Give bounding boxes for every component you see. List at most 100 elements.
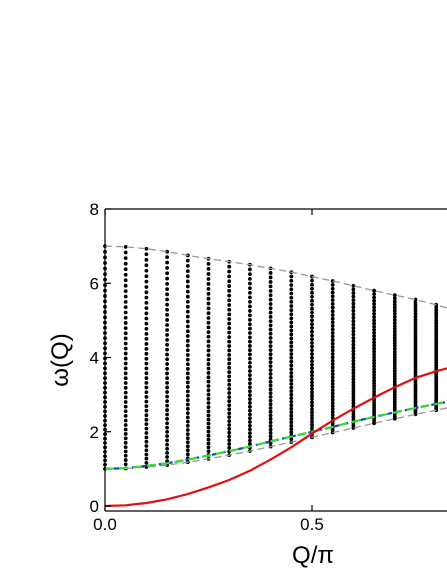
axes [104,208,447,512]
continuum-dot [185,366,190,371]
continuum-dot [351,374,356,379]
continuum-dot [227,365,232,370]
continuum-dot [268,406,273,410]
continuum-dot [268,420,273,425]
continuum-dot [289,392,294,397]
continuum-dot [123,272,128,277]
continuum-dot [372,328,376,332]
continuum-dot [351,336,356,340]
continuum-dot [330,305,335,310]
continuum-dot [268,427,273,432]
continuum-dot [123,299,128,304]
continuum-dot [372,321,376,326]
continuum-dot [227,312,232,317]
continuum-dot [268,323,273,328]
continuum-dot [185,279,190,284]
continuum-dot [248,267,252,272]
continuum-dot [248,369,252,373]
continuum-dot [330,375,335,380]
continuum-dot [351,345,356,350]
continuum-dot [165,366,170,371]
continuum-dot [248,381,252,386]
continuum-dot [330,400,335,405]
continuum-dot [206,409,211,414]
continuum-dot [185,314,190,319]
continuum-dot [165,446,170,451]
continuum-dot [123,351,128,356]
continuum-dot [227,269,232,274]
continuum-dot [123,315,128,320]
continuum-dot [227,442,232,446]
continuum-dot [206,306,211,311]
continuum-dot [413,297,418,302]
continuum-dot [227,279,232,284]
continuum-dot [413,342,418,347]
continuum-dot [310,282,314,287]
continuum-dot [289,320,294,325]
continuum-dot [289,328,294,333]
continuum-dot [227,374,232,379]
continuum-dot [144,452,149,457]
continuum-dot [144,279,149,284]
continuum-dots [103,244,439,471]
continuum-dot [310,352,314,356]
continuum-dot [185,324,190,329]
continuum-dot [144,336,149,341]
continuum-dot [227,423,232,427]
y-tick-label: 8 [90,200,99,219]
continuum-dot [330,313,335,317]
continuum-dot [185,376,190,380]
continuum-dot [351,326,356,330]
continuum-dot [123,395,128,400]
continuum-dot [144,306,149,311]
continuum-dot [289,278,294,283]
continuum-dot [392,349,397,354]
continuum-dot [289,291,294,296]
continuum-dot [165,312,170,317]
continuum-dot [227,339,232,344]
continuum-dot [248,360,252,365]
continuum-dot [123,331,128,336]
continuum-dot [123,336,128,341]
continuum-dot [372,308,376,313]
continuum-dot [165,399,170,404]
continuum-dot [165,451,170,455]
continuum-dot [351,322,356,327]
continuum-dot [123,436,128,441]
continuum-dot [289,396,294,401]
continuum-dot [185,357,190,362]
continuum-dot [123,376,128,381]
continuum-dot [165,442,170,447]
continuum-dot [310,359,314,364]
continuum-dot [144,356,149,361]
continuum-dot [248,423,252,428]
continuum-dot [227,344,232,348]
continuum-dot [289,274,294,279]
continuum-dot [123,400,128,404]
continuum-dot [310,416,314,421]
continuum-dot [351,298,356,303]
continuum-dot [268,402,273,407]
continuum-dot [392,302,397,307]
continuum-dot [123,432,128,436]
continuum-dot [144,246,149,251]
continuum-dot [310,413,314,418]
continuum-dot [330,352,335,356]
continuum-dot [248,309,252,313]
continuum-dot [372,355,376,360]
continuum-dot [248,272,252,277]
continuum-dot [351,409,356,414]
continuum-dot [310,290,314,295]
continuum-dot [206,348,211,353]
continuum-dot [206,311,211,316]
continuum-dot [185,319,190,324]
continuum-dot [165,412,170,417]
continuum-dot [289,423,294,428]
continuum-dot [206,316,211,320]
red-curve-line [104,367,447,508]
continuum-dot [248,412,252,417]
continuum-dot [206,441,211,446]
continuum-dot [227,352,232,357]
continuum-dot [185,419,190,424]
continuum-dot [248,290,252,295]
